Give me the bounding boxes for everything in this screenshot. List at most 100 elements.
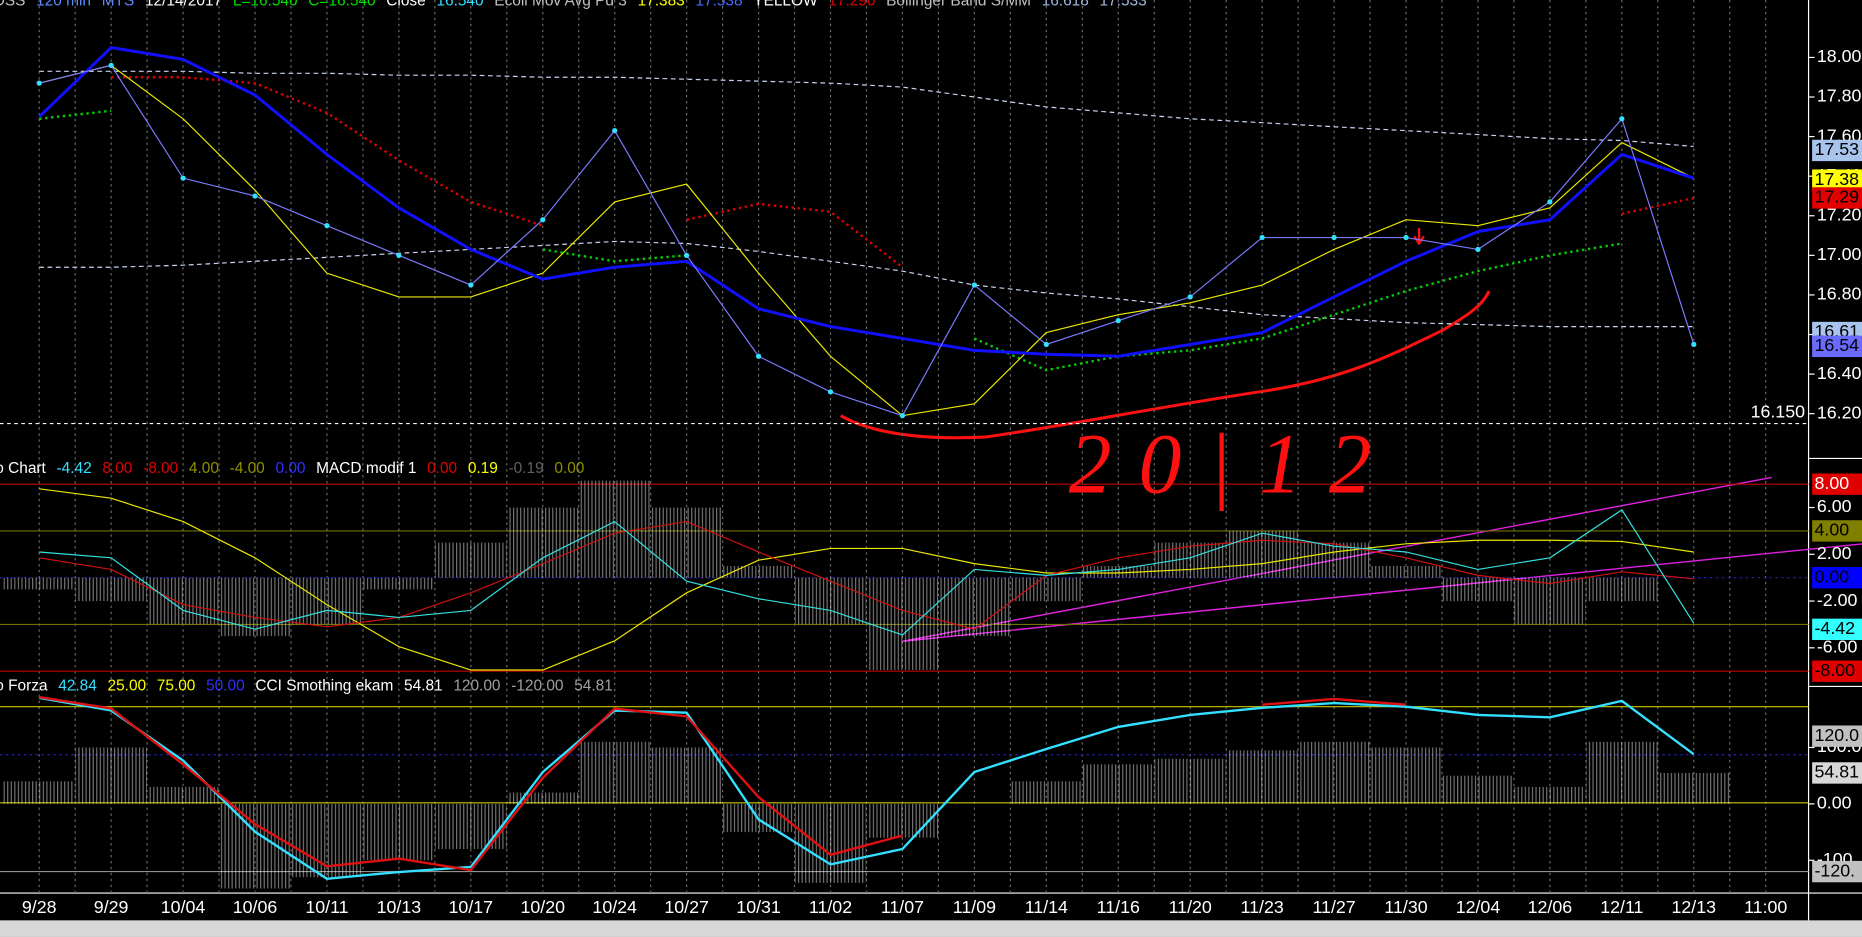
histogram-bar bbox=[1658, 772, 1730, 804]
histogram-bar bbox=[507, 792, 579, 804]
series-line bbox=[111, 76, 1694, 269]
histogram-bar bbox=[363, 577, 435, 590]
series-line bbox=[39, 508, 1695, 636]
legend-item: Ecoli Mov Avg Pd 3 bbox=[494, 0, 627, 9]
histogram-bar bbox=[651, 507, 723, 578]
value-tag bbox=[1812, 473, 1862, 495]
histogram-bar bbox=[3, 781, 75, 804]
x-tick-label: 10/04 bbox=[161, 897, 206, 917]
x-tick-label: 12/06 bbox=[1528, 897, 1573, 917]
histogram-bar bbox=[579, 741, 651, 804]
histogram-bar bbox=[435, 803, 507, 850]
y-tick-label: 18.00 bbox=[1817, 46, 1862, 66]
legend-item: 42.84 bbox=[58, 677, 97, 694]
histogram-bar bbox=[75, 747, 147, 804]
histogram-bar bbox=[1298, 741, 1370, 804]
histogram-bar bbox=[1370, 565, 1442, 578]
price-point bbox=[1619, 116, 1625, 122]
histogram-bar bbox=[1010, 781, 1082, 804]
y-tick-label: 6.00 bbox=[1817, 496, 1852, 516]
value-tag-label: 16.54 bbox=[1815, 335, 1860, 355]
x-tick-label: 11/20 bbox=[1169, 897, 1212, 917]
value-tag bbox=[1812, 860, 1862, 883]
legend-item: 17.533 bbox=[1100, 0, 1147, 9]
legend-item: Bollinger Band S/MM bbox=[886, 0, 1031, 9]
histogram-bar bbox=[1154, 542, 1226, 578]
y-tick-label: 16.80 bbox=[1817, 284, 1862, 304]
y-tick-label: 2.00 bbox=[1817, 543, 1852, 563]
legend-item: 17.538 bbox=[695, 0, 742, 9]
histogram-bar bbox=[866, 803, 939, 838]
legend-item: -4.42 bbox=[57, 460, 92, 477]
histogram-bar bbox=[722, 565, 795, 578]
price-point bbox=[1475, 246, 1481, 253]
value-tag-label: 8.00 bbox=[1815, 473, 1850, 493]
legend-item: MACD modif 1 bbox=[316, 460, 416, 477]
histogram-bar bbox=[219, 577, 291, 637]
price-point bbox=[1115, 318, 1121, 324]
legend-item: 16.618 bbox=[1042, 0, 1089, 9]
legend-item: OSS bbox=[0, 0, 25, 9]
value-tag-label: -8.00 bbox=[1815, 660, 1856, 680]
legend-item: -8.00 bbox=[143, 460, 178, 477]
x-tick-label: 11/27 bbox=[1312, 897, 1355, 917]
x-tick-label: 12/11 bbox=[1600, 897, 1643, 917]
value-tag-label: 17.53 bbox=[1815, 139, 1860, 159]
value-tag-label: 17.38 bbox=[1815, 169, 1860, 189]
histogram-bar bbox=[75, 577, 147, 602]
price-point bbox=[755, 353, 762, 359]
price-point bbox=[684, 252, 690, 258]
price-point bbox=[827, 389, 834, 395]
y-tick-label: 17.20 bbox=[1817, 204, 1862, 224]
legend-item: 54.81 bbox=[404, 677, 443, 694]
x-tick-label: 11/14 bbox=[1025, 897, 1068, 917]
histogram-bar bbox=[147, 786, 219, 804]
x-tick-label: 10/20 bbox=[520, 897, 565, 917]
series-line bbox=[39, 109, 1623, 372]
value-tag-label: 120.0 bbox=[1815, 725, 1860, 745]
x-tick-label: 10/27 bbox=[664, 897, 709, 917]
histogram-bar bbox=[1586, 577, 1658, 602]
y-tick-label: -6.00 bbox=[1817, 637, 1858, 657]
price-point bbox=[108, 62, 114, 68]
value-tag bbox=[1812, 762, 1862, 784]
value-tag-label: 17.29 bbox=[1815, 187, 1860, 207]
histogram-bar bbox=[435, 542, 507, 578]
x-tick-label: 12/04 bbox=[1456, 897, 1501, 917]
y-tick-label: 16.20 bbox=[1817, 402, 1862, 422]
legend-item: C=16.540 bbox=[308, 0, 375, 9]
legend-item: CCI Smothing ekam bbox=[255, 677, 393, 694]
legend-item: 17.290 bbox=[828, 0, 875, 9]
price-point bbox=[252, 193, 258, 199]
series-line bbox=[39, 488, 1694, 671]
x-tick-label: 10/31 bbox=[736, 897, 781, 917]
value-tag bbox=[1812, 618, 1862, 641]
price-point bbox=[396, 252, 402, 258]
price-point bbox=[1403, 234, 1409, 241]
value-tag bbox=[1812, 187, 1862, 209]
histogram-bar bbox=[651, 747, 723, 804]
legend-item: -120.00 bbox=[511, 677, 563, 694]
value-tag-label: -120. bbox=[1815, 860, 1856, 880]
legend-item: 4.00 bbox=[189, 460, 219, 477]
price-point bbox=[899, 413, 906, 419]
price-point bbox=[1259, 234, 1265, 241]
legend-item: L=16.540 bbox=[233, 0, 298, 9]
histogram-bar bbox=[866, 577, 939, 671]
legend-item: o Forza bbox=[0, 677, 48, 694]
x-tick-label: 11/07 bbox=[881, 897, 924, 917]
histogram-bar bbox=[1442, 775, 1514, 804]
legend-item: 75.00 bbox=[157, 677, 196, 694]
histogram-bar bbox=[1514, 786, 1586, 804]
value-tag bbox=[1812, 566, 1862, 589]
histogram-bar bbox=[1442, 577, 1514, 602]
histogram-bar bbox=[1370, 747, 1442, 804]
series-line bbox=[39, 64, 1695, 417]
value-tag bbox=[1812, 660, 1862, 682]
legend-item: 0.00 bbox=[275, 460, 305, 477]
histogram-bar bbox=[794, 803, 867, 883]
x-tick-label: 9/28 bbox=[22, 897, 57, 917]
legend-item: 0.19 bbox=[468, 460, 498, 477]
